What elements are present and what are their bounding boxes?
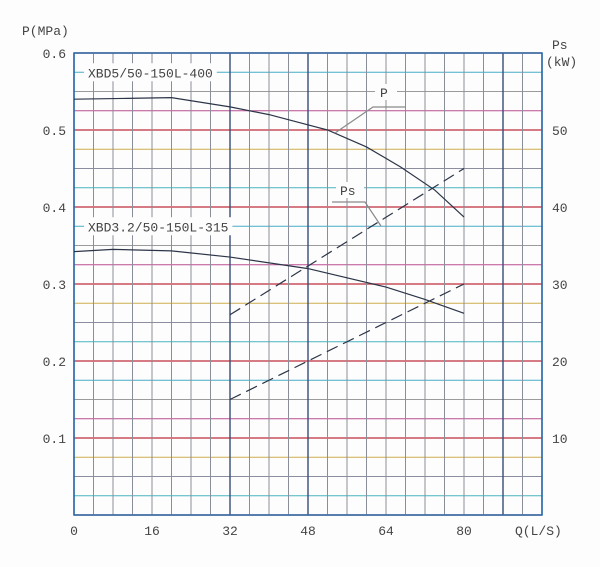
x-axis-label: Q(L/S)	[515, 524, 562, 539]
y-left-tick-label: 0.1	[43, 432, 67, 447]
y-left-tick-label: 0.4	[43, 201, 67, 216]
y-right-tick-label: 30	[552, 278, 568, 293]
ps-curve-label: Ps	[340, 184, 356, 199]
y-right-tick-label: 20	[552, 355, 568, 370]
annotations: XBD5/50-150L-400 XBD3.2/50-150L-315 P Ps	[84, 63, 405, 236]
shaft-power-curve	[229, 283, 465, 401]
y-left-tick-label: 0.6	[43, 47, 66, 62]
model-label: XBD3.2/50-150L-315	[88, 220, 228, 235]
y-left-tick-label: 0.2	[43, 355, 66, 370]
y-right-tick-label: 50	[552, 124, 568, 139]
y-left-tick-label: 0.5	[43, 124, 66, 139]
shaft-power-curve	[229, 167, 465, 316]
x-tick-label: 64	[378, 524, 394, 539]
pressure-curve	[73, 248, 465, 314]
tick-labels: 0 16 32 48 64 80 0.1 0.2 0.3 0.4 0.5 0.6 10 20 30 40 50	[43, 47, 568, 539]
y-left-tick-label: 0.3	[43, 278, 66, 293]
p-label-background	[375, 84, 397, 100]
plot-frame	[73, 52, 543, 516]
y-left-axis-label: P(MPa)	[22, 24, 69, 39]
curves	[73, 97, 465, 401]
ps-label-background	[336, 182, 364, 198]
grid	[73, 52, 543, 516]
y-right-tick-label: 10	[552, 432, 568, 447]
p-leader-line	[334, 106, 405, 134]
model-label-background	[84, 63, 217, 82]
x-tick-label: 32	[222, 524, 238, 539]
y-right-axis-label: Ps	[552, 38, 568, 53]
x-tick-label: 48	[300, 524, 316, 539]
y-right-axis-unit: (kW)	[546, 55, 577, 70]
p-curve-label: P	[380, 86, 388, 101]
ps-leader-line	[332, 201, 382, 227]
x-tick-label: 16	[144, 524, 160, 539]
model-label: XBD5/50-150L-400	[88, 66, 213, 81]
y-right-tick-label: 40	[552, 201, 568, 216]
x-tick-label: 80	[456, 524, 472, 539]
x-tick-label: 0	[70, 524, 78, 539]
pressure-curve	[73, 97, 465, 218]
model-label-background	[84, 217, 233, 236]
